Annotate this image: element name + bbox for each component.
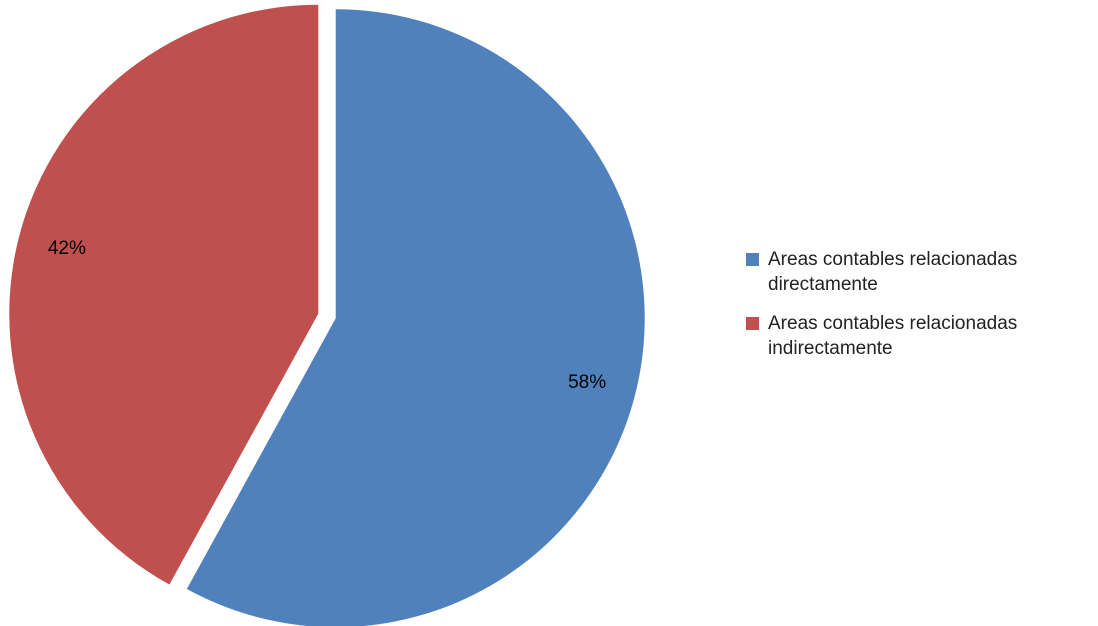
pie-slices <box>9 4 645 626</box>
legend-label-indirectamente-line2: indirectamente <box>768 338 893 359</box>
pie-chart-plot: 58% 42% <box>9 4 645 626</box>
legend-item-directamente: Areas contables relacionadas directament… <box>746 247 1091 297</box>
legend-swatch-indirectamente <box>746 317 759 330</box>
data-label-directamente: 58% <box>568 372 606 393</box>
legend-swatch-directamente <box>746 253 759 266</box>
legend-label-directamente-line2: directamente <box>768 274 878 295</box>
pie-data-labels: 58% 42% <box>48 238 606 393</box>
legend: Areas contables relacionadas directament… <box>746 247 1091 375</box>
legend-label-indirectamente-line1: Areas contables relacionadas <box>768 313 1018 334</box>
legend-item-indirectamente: Areas contables relacionadas indirectame… <box>746 311 1091 361</box>
legend-label-directamente-line1: Areas contables relacionadas <box>768 249 1018 270</box>
pie-slice-directamente <box>186 9 645 626</box>
pie-slice-indirectamente <box>9 4 319 585</box>
data-label-indirectamente: 42% <box>48 238 86 259</box>
